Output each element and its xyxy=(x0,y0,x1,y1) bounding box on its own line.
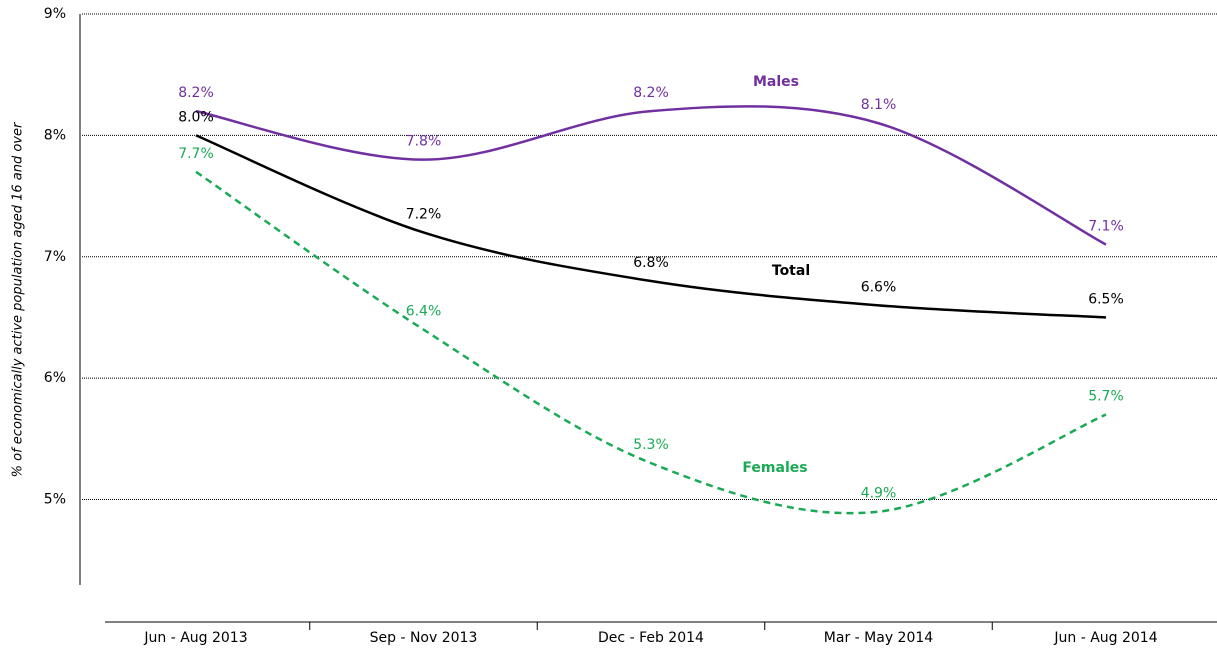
data-label: 7.2% xyxy=(406,206,442,222)
x-tick-label: Dec - Feb 2014 xyxy=(598,630,704,646)
data-label: 6.6% xyxy=(861,279,897,295)
data-label: 8.2% xyxy=(178,85,214,101)
data-label: 8.1% xyxy=(861,97,897,113)
x-tick-label: Sep - Nov 2013 xyxy=(370,630,478,646)
y-tick-label: 6% xyxy=(44,370,66,386)
series-line xyxy=(195,105,1107,246)
y-tick-label: 5% xyxy=(44,492,66,508)
data-label: 5.7% xyxy=(1088,389,1124,405)
data-label: 5.3% xyxy=(633,437,669,453)
data-label: 7.7% xyxy=(178,146,214,162)
series-name: Total xyxy=(772,263,810,279)
data-label: 8.2% xyxy=(633,85,669,101)
series-name: Females xyxy=(742,460,807,476)
y-tick-label: 7% xyxy=(44,249,66,265)
data-label: 4.9% xyxy=(861,486,897,502)
x-tick-label: Mar - May 2014 xyxy=(824,630,933,646)
data-label: 8.0% xyxy=(178,109,214,125)
data-label: 7.8% xyxy=(406,134,442,150)
x-tick-label: Jun - Aug 2013 xyxy=(143,630,247,646)
series-name: Males xyxy=(753,74,799,90)
data-label: 6.5% xyxy=(1088,291,1124,307)
x-tick-label: Jun - Aug 2014 xyxy=(1053,630,1157,646)
series-line xyxy=(195,134,1107,319)
data-label: 6.8% xyxy=(633,255,669,271)
data-label: 6.4% xyxy=(406,304,442,320)
y-tick-label: 9% xyxy=(44,6,66,22)
series-line xyxy=(195,170,1107,515)
y-axis-title: % of economically active population aged… xyxy=(11,121,26,477)
data-label: 7.1% xyxy=(1088,219,1124,235)
y-tick-label: 8% xyxy=(44,127,66,143)
